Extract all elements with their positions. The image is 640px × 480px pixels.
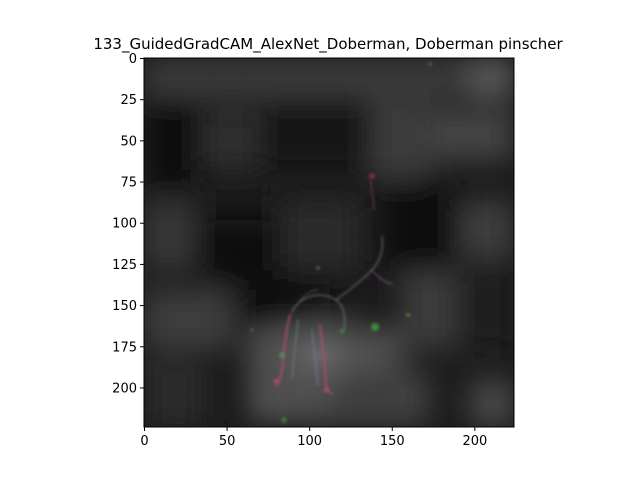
y-tick-label: 200 <box>112 381 137 396</box>
y-tick-label: 50 <box>120 134 137 149</box>
x-tick-label: 200 <box>462 434 487 449</box>
x-tick-label: 50 <box>219 434 236 449</box>
x-tick-label: 100 <box>297 434 322 449</box>
saliency-image <box>144 58 514 427</box>
y-tick-label: 0 <box>129 52 137 67</box>
y-tick-label: 125 <box>112 258 137 273</box>
axes-frame <box>143 57 515 428</box>
x-axis-ticks: 0 50 100 150 200 <box>140 427 487 449</box>
x-tick-label: 150 <box>380 434 405 449</box>
y-tick-label: 175 <box>112 340 137 355</box>
plot-title: 133_GuidedGradCAM_AlexNet_Doberman, Dobe… <box>93 35 563 54</box>
y-tick-label: 75 <box>120 176 137 191</box>
y-tick-label: 100 <box>112 217 137 232</box>
x-tick-label: 0 <box>140 434 148 449</box>
y-tick-label: 150 <box>112 299 137 314</box>
y-axis-ticks: 0 25 50 75 100 125 150 175 200 <box>112 52 144 396</box>
y-tick-label: 25 <box>120 93 137 108</box>
